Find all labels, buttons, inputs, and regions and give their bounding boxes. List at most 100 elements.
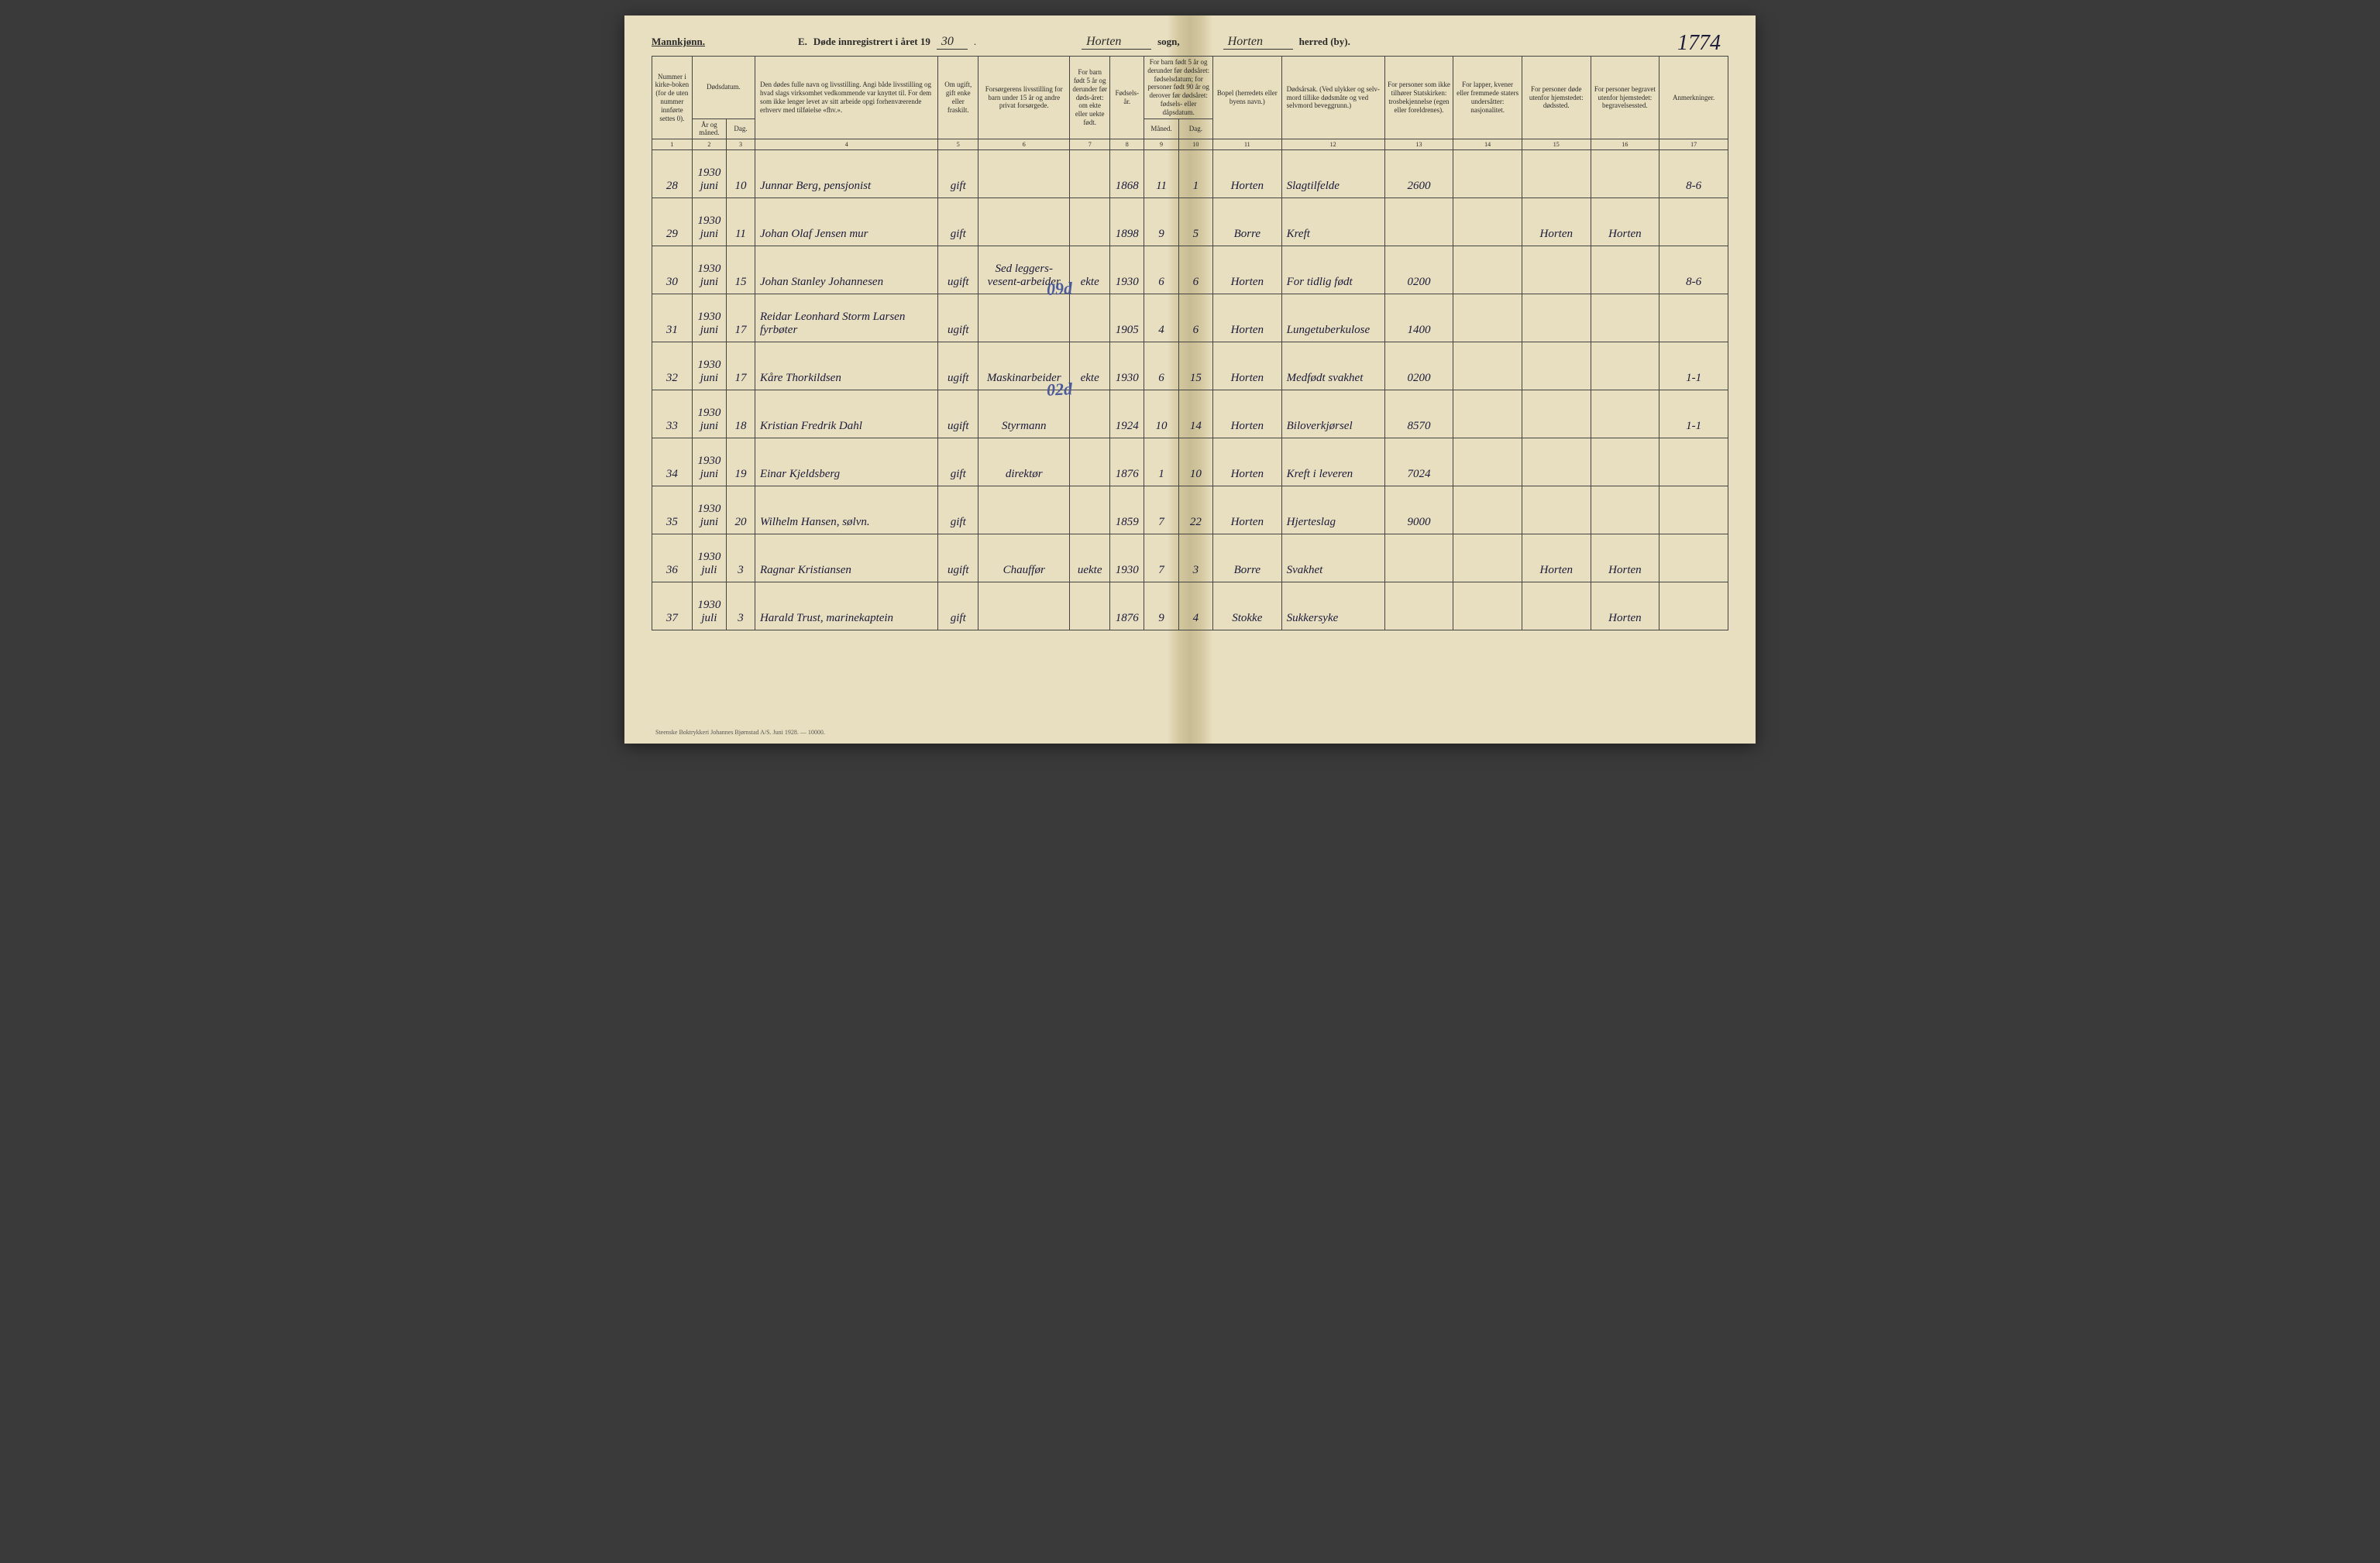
cell: 5 bbox=[1178, 198, 1212, 246]
cell: gift bbox=[938, 486, 978, 534]
col-header-3: Dag. bbox=[727, 119, 755, 139]
cell: Slagtilfelde bbox=[1281, 150, 1384, 198]
cell: 35 bbox=[652, 486, 693, 534]
table-row: 351930 juni20Wilhelm Hansen, sølvn.gift1… bbox=[652, 486, 1728, 534]
cell bbox=[1453, 438, 1522, 486]
header-row: Mannkjønn. E. Døde innregistrert i året … bbox=[652, 35, 1728, 50]
cell bbox=[1070, 150, 1110, 198]
cell bbox=[1070, 294, 1110, 342]
cell: ugift bbox=[938, 534, 978, 582]
cell: Reidar Leonhard Storm Larsen fyrbøter bbox=[755, 294, 937, 342]
cell: 1930 bbox=[1110, 534, 1144, 582]
cell bbox=[1453, 486, 1522, 534]
title-main: Døde innregistrert i året 19 bbox=[813, 36, 930, 48]
cell: 1876 bbox=[1110, 582, 1144, 630]
cell: 6 bbox=[1178, 294, 1212, 342]
sogn-label: sogn, bbox=[1157, 36, 1180, 48]
table-row: 361930 juli3Ragnar KristiansenugiftChauf… bbox=[652, 534, 1728, 582]
cell: 15 bbox=[727, 246, 755, 294]
table-body: 281930 juni10Junnar Berg, pensjonistgift… bbox=[652, 150, 1728, 630]
cell: Kristian Fredrik Dahl bbox=[755, 390, 937, 438]
colnum: 17 bbox=[1659, 139, 1728, 150]
cell: Biloverkjørsel bbox=[1281, 390, 1384, 438]
cell: gift bbox=[938, 150, 978, 198]
cell: 9000 bbox=[1384, 486, 1453, 534]
cell: Junnar Berg, pensjonist bbox=[755, 150, 937, 198]
colnum: 9 bbox=[1144, 139, 1178, 150]
cell bbox=[1591, 486, 1659, 534]
cell: 1930 juni bbox=[692, 342, 726, 390]
cell: ugift bbox=[938, 390, 978, 438]
cell bbox=[1522, 150, 1591, 198]
cell: Stokke bbox=[1212, 582, 1281, 630]
col-header-6: Forsørgerens livsstilling for barn under… bbox=[978, 57, 1070, 139]
cell: gift bbox=[938, 438, 978, 486]
cell: 10 bbox=[727, 150, 755, 198]
cell: 7 bbox=[1144, 534, 1178, 582]
cell: 34 bbox=[652, 438, 693, 486]
cell bbox=[1591, 390, 1659, 438]
cell: ekte bbox=[1070, 342, 1110, 390]
cell: 1898 bbox=[1110, 198, 1144, 246]
cell: 8570 bbox=[1384, 390, 1453, 438]
blue-annotation-02d: 02d bbox=[1046, 379, 1072, 400]
cell bbox=[1453, 294, 1522, 342]
table-row: 311930 juni17Reidar Leonhard Storm Larse… bbox=[652, 294, 1728, 342]
cell bbox=[1453, 390, 1522, 438]
cell: 1 bbox=[1144, 438, 1178, 486]
cell: 6 bbox=[1144, 246, 1178, 294]
cell: Lungetuberkulose bbox=[1281, 294, 1384, 342]
cell: 4 bbox=[1178, 582, 1212, 630]
cell: Horten bbox=[1212, 438, 1281, 486]
colnum: 15 bbox=[1522, 139, 1591, 150]
cell: Medfødt svakhet bbox=[1281, 342, 1384, 390]
colnum: 13 bbox=[1384, 139, 1453, 150]
cell: Sukkersyke bbox=[1281, 582, 1384, 630]
cell: 4 bbox=[1144, 294, 1178, 342]
cell: Horten bbox=[1522, 534, 1591, 582]
cell: 11 bbox=[727, 198, 755, 246]
colnum: 8 bbox=[1110, 139, 1144, 150]
herred-label: herred (by). bbox=[1299, 36, 1350, 48]
colnum: 1 bbox=[652, 139, 693, 150]
cell: Horten bbox=[1212, 150, 1281, 198]
cell: 7 bbox=[1144, 486, 1178, 534]
cell: 32 bbox=[652, 342, 693, 390]
ledger-page: 1774 Mannkjønn. E. Døde innregistrert i … bbox=[624, 15, 1756, 744]
cell: Johan Stanley Johannesen bbox=[755, 246, 937, 294]
table-header: Nummer i kirke-boken (for de uten nummer… bbox=[652, 57, 1728, 150]
cell: 1930 juni bbox=[692, 198, 726, 246]
cell: 17 bbox=[727, 294, 755, 342]
cell: 18 bbox=[727, 390, 755, 438]
cell: 9 bbox=[1144, 582, 1178, 630]
cell bbox=[1591, 438, 1659, 486]
cell: 22 bbox=[1178, 486, 1212, 534]
cell: 31 bbox=[652, 294, 693, 342]
ledger-table: Nummer i kirke-boken (for de uten nummer… bbox=[652, 56, 1728, 630]
cell: 9 bbox=[1144, 198, 1178, 246]
cell: 1930 juli bbox=[692, 534, 726, 582]
cell: Horten bbox=[1522, 198, 1591, 246]
cell bbox=[1522, 342, 1591, 390]
cell: Horten bbox=[1591, 198, 1659, 246]
cell: 20 bbox=[727, 486, 755, 534]
cell: Chauffør bbox=[978, 534, 1070, 582]
colnum: 6 bbox=[978, 139, 1070, 150]
cell: Ragnar Kristiansen bbox=[755, 534, 937, 582]
gender-label: Mannkjønn. bbox=[652, 36, 705, 48]
cell bbox=[1591, 294, 1659, 342]
col-header-5: Om ugift, gift enke eller fraskilt. bbox=[938, 57, 978, 139]
cell: 1930 juni bbox=[692, 486, 726, 534]
cell bbox=[1591, 246, 1659, 294]
cell bbox=[978, 486, 1070, 534]
cell bbox=[1659, 294, 1728, 342]
cell: direktør bbox=[978, 438, 1070, 486]
cell: Johan Olaf Jensen mur bbox=[755, 198, 937, 246]
cell: 37 bbox=[652, 582, 693, 630]
cell: 1868 bbox=[1110, 150, 1144, 198]
cell bbox=[1070, 390, 1110, 438]
colnum: 14 bbox=[1453, 139, 1522, 150]
cell: 1930 juni bbox=[692, 438, 726, 486]
col-header-15: For personer døde utenfor hjemstedet: dø… bbox=[1522, 57, 1591, 139]
cell: 8-6 bbox=[1659, 150, 1728, 198]
